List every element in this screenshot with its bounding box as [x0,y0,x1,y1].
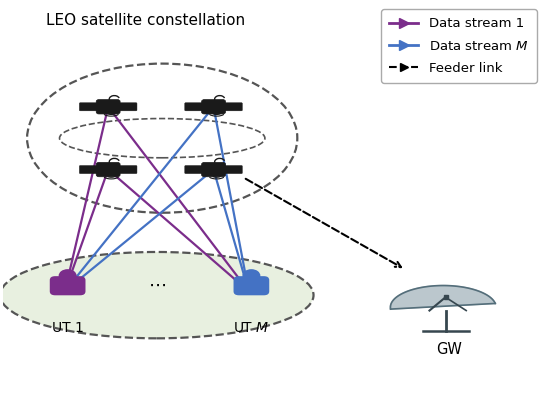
FancyBboxPatch shape [185,166,204,174]
Polygon shape [390,285,495,309]
FancyBboxPatch shape [201,162,225,177]
Circle shape [242,269,260,282]
FancyBboxPatch shape [234,276,269,295]
FancyBboxPatch shape [79,166,98,174]
Text: $\cdots$: $\cdots$ [148,276,166,295]
FancyBboxPatch shape [223,103,242,111]
Circle shape [58,269,76,282]
Bar [64,279,72,285]
FancyBboxPatch shape [96,100,120,114]
Legend: Data stream 1, Data stream $M$, Feeder link: Data stream 1, Data stream $M$, Feeder l… [381,10,537,83]
Bar [247,279,255,285]
Ellipse shape [0,252,313,338]
FancyBboxPatch shape [201,100,225,114]
FancyBboxPatch shape [185,103,204,111]
FancyBboxPatch shape [118,166,137,174]
FancyBboxPatch shape [79,103,98,111]
Text: UT 1: UT 1 [52,321,84,335]
Text: GW: GW [436,342,461,357]
FancyBboxPatch shape [223,166,242,174]
FancyBboxPatch shape [50,276,86,295]
FancyBboxPatch shape [96,162,120,177]
FancyBboxPatch shape [118,103,137,111]
Text: LEO satellite constellation: LEO satellite constellation [46,13,246,27]
Text: UT $M$: UT $M$ [233,321,270,335]
